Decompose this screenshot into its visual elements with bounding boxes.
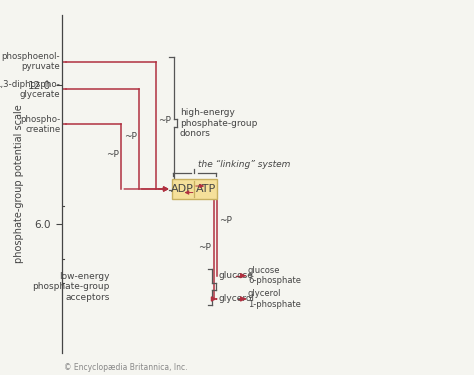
- Y-axis label: phosphate-group potential scale: phosphate-group potential scale: [14, 104, 24, 263]
- Text: 1,3-diphospho-
glycerate: 1,3-diphospho- glycerate: [0, 80, 60, 99]
- Text: ~P: ~P: [158, 116, 171, 125]
- Text: ~P: ~P: [219, 216, 232, 225]
- Text: ~P: ~P: [106, 150, 119, 159]
- Text: ~P: ~P: [198, 243, 211, 252]
- Text: the “linking” system: the “linking” system: [198, 160, 290, 169]
- Text: ~P: ~P: [178, 184, 192, 194]
- Text: ~P: ~P: [124, 132, 137, 141]
- Text: glucose: glucose: [219, 271, 254, 280]
- Text: ADP: ADP: [171, 184, 194, 194]
- Text: glycerol: glycerol: [219, 294, 255, 303]
- Text: ATP: ATP: [196, 184, 217, 194]
- FancyBboxPatch shape: [172, 179, 217, 199]
- Text: low-energy
phosphate-group
acceptors: low-energy phosphate-group acceptors: [32, 272, 109, 302]
- Text: glucose
6-phosphate: glucose 6-phosphate: [248, 266, 301, 285]
- Text: © Encyclopædia Britannica, Inc.: © Encyclopædia Britannica, Inc.: [64, 363, 188, 372]
- Text: glycerol
1-phosphate: glycerol 1-phosphate: [248, 289, 301, 309]
- Text: high-energy
phosphate-group
donors: high-energy phosphate-group donors: [180, 108, 257, 138]
- Text: phospho-
creatine: phospho- creatine: [20, 115, 60, 134]
- Text: phosphoenol-
pyruvate: phosphoenol- pyruvate: [2, 52, 60, 71]
